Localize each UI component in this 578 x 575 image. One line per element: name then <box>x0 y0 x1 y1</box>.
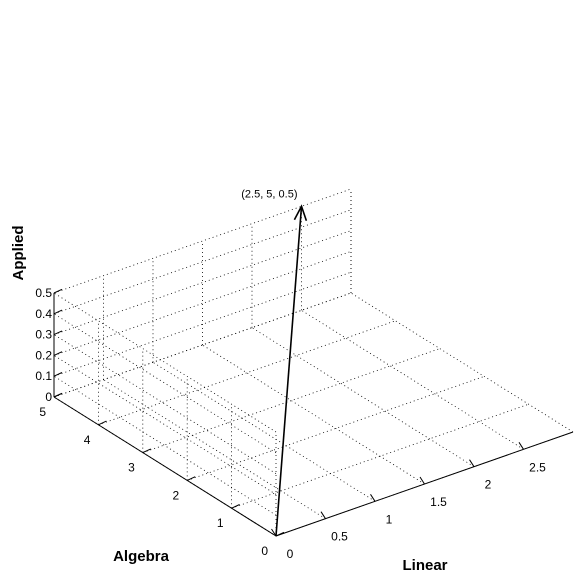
y-tick-label: 3 <box>128 461 135 475</box>
grid-line <box>53 188 352 294</box>
z-tick-mark <box>53 351 63 356</box>
z-tick-label: 0.3 <box>35 328 52 342</box>
y-tick-mark <box>98 420 107 426</box>
x-tick-label: 1.5 <box>430 495 447 509</box>
z-tick-label: 0 <box>45 390 52 404</box>
y-axis-line <box>53 396 277 537</box>
x-tick-label: 0 <box>287 547 294 561</box>
vector-line <box>275 206 303 537</box>
x-tick-label: 2.5 <box>529 460 546 474</box>
grid-line <box>53 251 352 356</box>
grid-line <box>53 292 277 433</box>
grid-line <box>53 230 352 335</box>
y-tick-label: 1 <box>217 516 224 530</box>
x-tick-mark <box>518 442 524 450</box>
z-tick-label: 0.1 <box>35 369 52 383</box>
x-axis-label: Linear <box>402 557 447 574</box>
grid-line <box>53 355 277 495</box>
x-tick-mark <box>370 494 376 502</box>
grid-line <box>53 292 352 398</box>
x-tick-mark <box>469 459 475 467</box>
y-axis-label: Algebra <box>113 548 170 565</box>
grid-line <box>231 403 529 509</box>
y-tick-label: 0 <box>261 544 268 558</box>
grid-line <box>187 376 485 481</box>
z-tick-mark <box>53 372 63 377</box>
y-tick-label: 2 <box>173 488 180 502</box>
x-tick-mark <box>419 476 425 485</box>
grid-line <box>98 320 396 426</box>
x-tick-mark <box>320 511 326 519</box>
y-tick-label: 4 <box>84 433 91 447</box>
y-tick-mark <box>186 476 196 481</box>
z-tick-mark <box>53 392 63 398</box>
y-tick-mark <box>142 448 152 454</box>
y-tick-label: 5 <box>39 405 46 419</box>
x-tick-mark <box>271 528 277 537</box>
axes <box>53 288 574 537</box>
vector-label: (2.5, 5, 0.5) <box>241 188 297 200</box>
x-tick-label: 0.5 <box>331 530 348 544</box>
x-tick-label: 2 <box>485 478 492 492</box>
grid-line <box>53 334 277 474</box>
z-tick-mark <box>53 330 63 336</box>
grid-lines <box>53 188 574 537</box>
vector-arrowhead <box>293 204 308 222</box>
vector-layer: (2.5, 5, 0.5) <box>241 188 308 537</box>
z-axis-label: Applied <box>10 226 27 281</box>
z-tick-mark <box>53 288 63 294</box>
z-tick-label: 0.2 <box>35 348 52 362</box>
x-tick-label: 1 <box>386 512 393 526</box>
grid-line <box>53 209 352 315</box>
y-tick-mark <box>275 531 285 537</box>
z-tick-label: 0.4 <box>35 307 52 321</box>
grid-line <box>142 348 440 453</box>
z-tick-mark <box>53 309 63 315</box>
z-tick-label: 0.5 <box>35 286 52 300</box>
y-tick-mark <box>231 504 240 509</box>
grid-line <box>53 271 352 377</box>
